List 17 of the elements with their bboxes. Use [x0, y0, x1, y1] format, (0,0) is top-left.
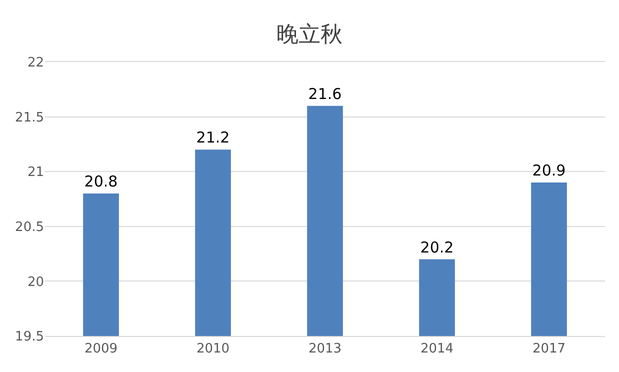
- data-label: 21.2: [196, 128, 230, 147]
- y-tick-label: 20: [27, 274, 44, 290]
- x-tick-label: 2014: [420, 342, 454, 357]
- x-tick-label: 2009: [84, 342, 118, 357]
- y-tick-label: 20.5: [15, 220, 44, 235]
- chart-title: 晚立秋: [276, 22, 342, 48]
- x-tick-label: 2010: [196, 342, 230, 357]
- data-label: 20.2: [420, 238, 454, 256]
- data-label: 20.8: [84, 172, 118, 191]
- y-tick-label: 21.5: [15, 110, 44, 126]
- data-label: 20.9: [532, 162, 566, 180]
- y-tick-label: 22: [27, 56, 44, 71]
- data-label: 21.6: [308, 84, 342, 103]
- x-tick-label: 2017: [532, 342, 566, 357]
- x-tick-label: 2013: [308, 342, 342, 357]
- y-tick-label: 21: [27, 165, 44, 180]
- y-tick-label: 19.5: [15, 330, 44, 345]
